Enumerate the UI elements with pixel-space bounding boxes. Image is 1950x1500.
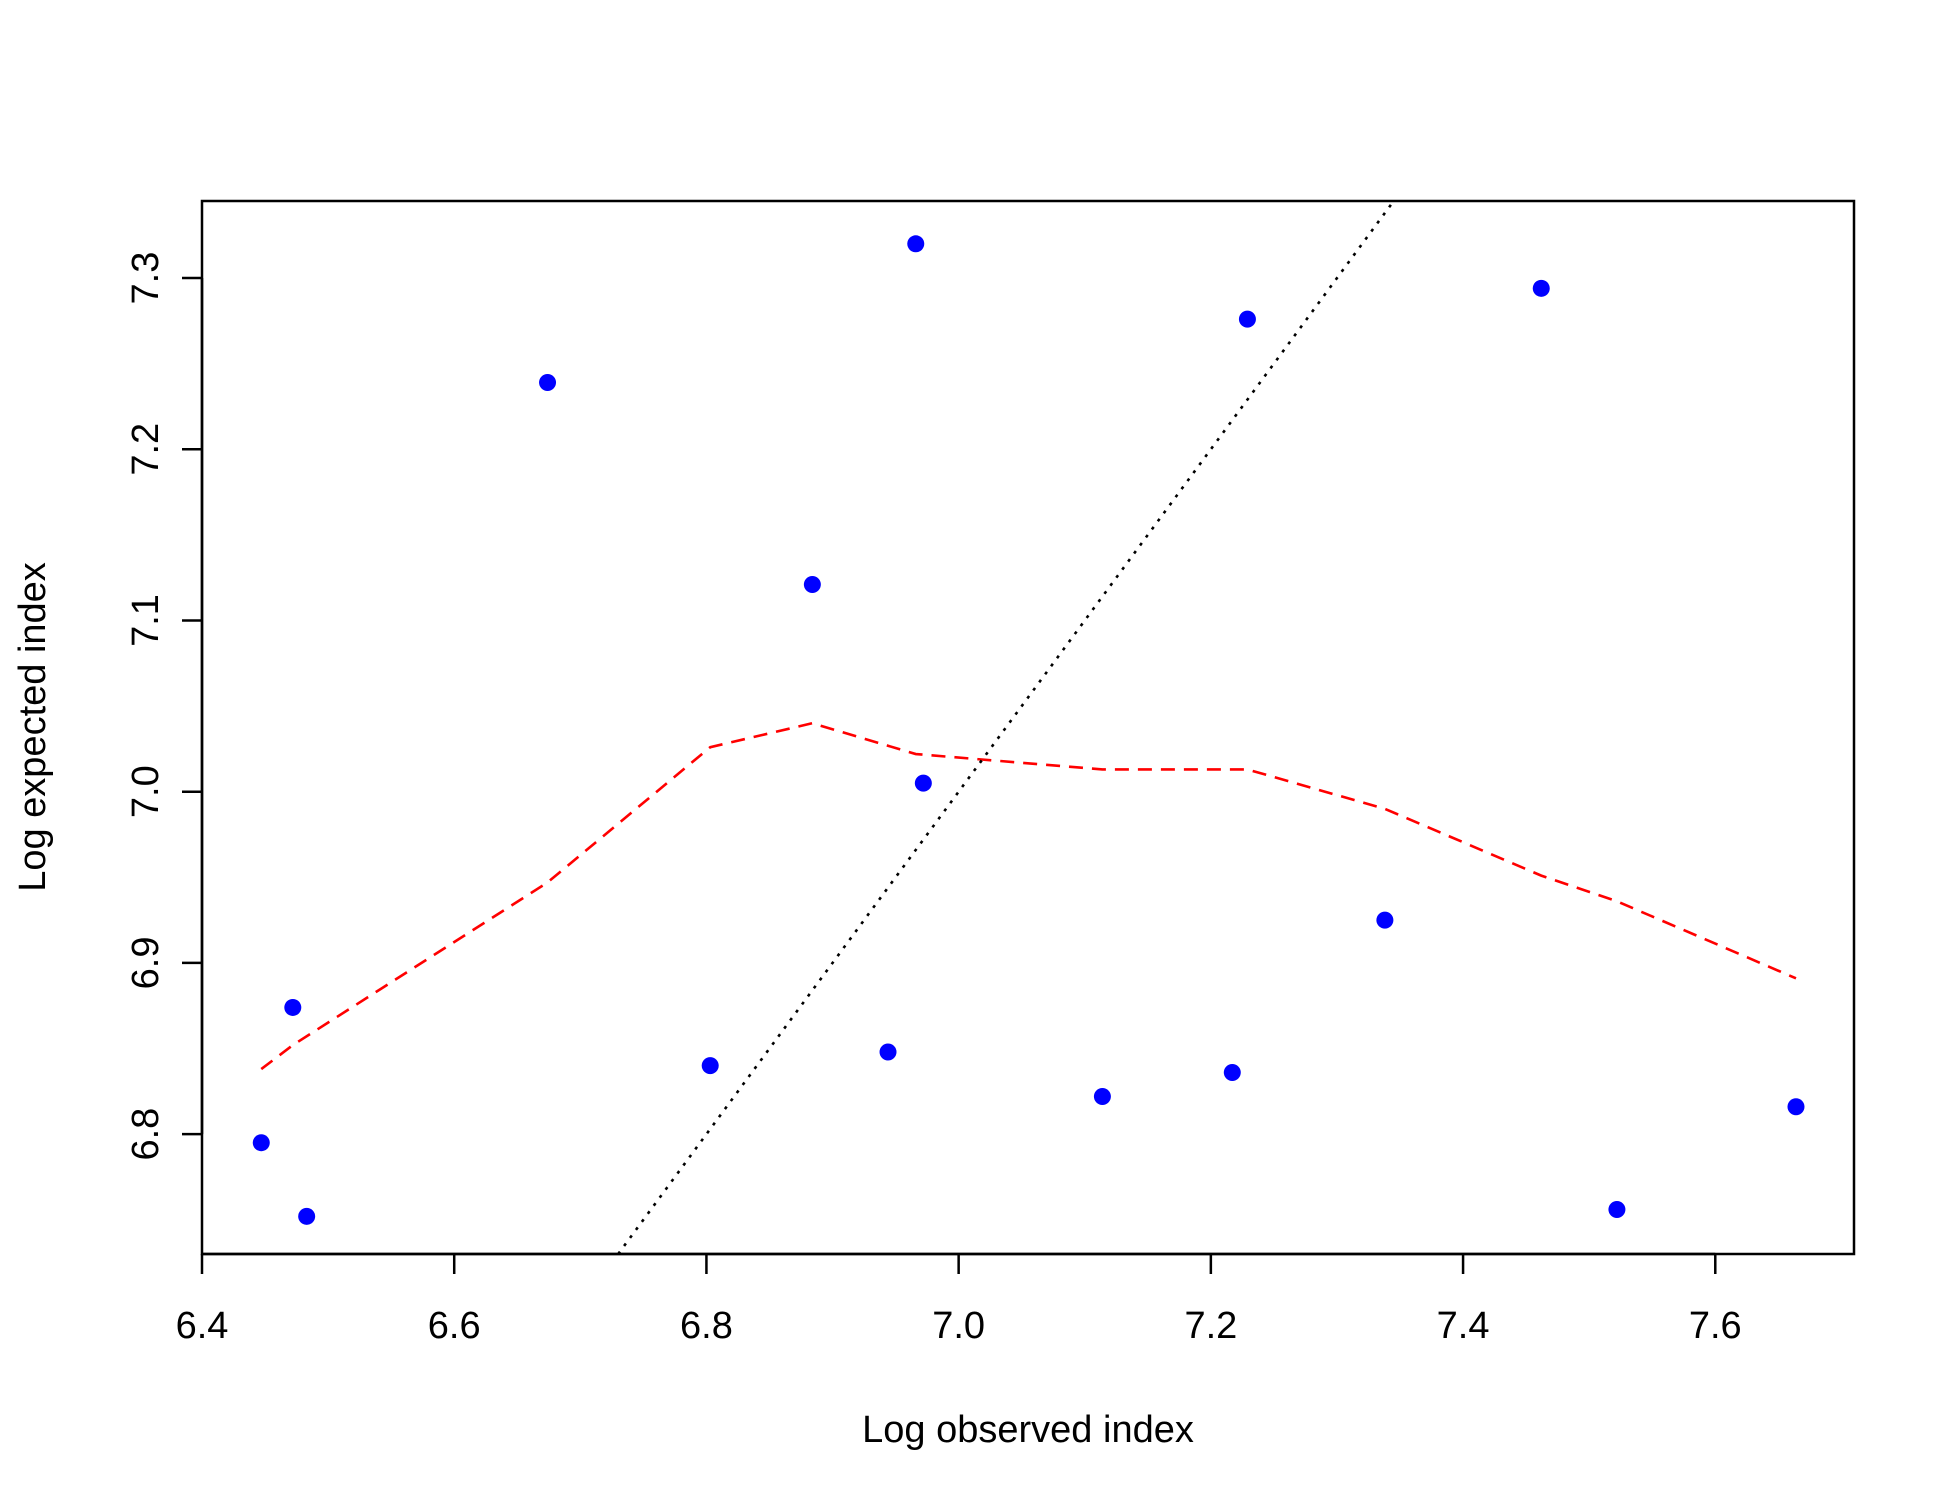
y-tick-label: 7.1 — [125, 594, 167, 647]
y-tick-label: 7.3 — [125, 252, 167, 305]
y-tick-label: 6.8 — [125, 1108, 167, 1161]
data-point — [914, 774, 932, 792]
x-tick-label: 7.2 — [1184, 1305, 1237, 1347]
data-point — [1376, 911, 1394, 929]
x-tick-label: 6.6 — [428, 1305, 481, 1347]
y-tick-label: 7.2 — [125, 423, 167, 476]
y-axis-title: Log expected index — [12, 562, 54, 892]
data-point — [803, 576, 821, 594]
data-point — [1787, 1098, 1805, 1116]
data-point — [1223, 1064, 1241, 1082]
x-tick-label: 7.0 — [932, 1305, 985, 1347]
data-point — [1532, 279, 1550, 297]
data-point — [284, 998, 302, 1016]
x-tick-label: 7.6 — [1689, 1305, 1742, 1347]
data-point — [701, 1057, 719, 1075]
plot-marks — [252, 201, 1805, 1254]
x-axis-title: Log observed index — [862, 1409, 1194, 1451]
data-point — [1608, 1200, 1626, 1218]
x-tick-label: 6.4 — [176, 1305, 229, 1347]
data-point — [252, 1134, 270, 1152]
data-point — [1093, 1087, 1111, 1105]
y-tick-label: 7.0 — [125, 765, 167, 818]
data-point — [907, 235, 925, 253]
x-tick-label: 6.8 — [680, 1305, 733, 1347]
data-point — [879, 1043, 897, 1061]
plot-frame — [200, 199, 1856, 1256]
y-axis: 6.8 6.9 7.0 7.1 7.2 7.3 — [125, 252, 204, 1161]
y-tick-label: 6.9 — [125, 937, 167, 990]
data-point — [1238, 310, 1256, 328]
data-point — [539, 373, 557, 391]
x-tick-label: 7.4 — [1437, 1305, 1490, 1347]
data-point — [298, 1207, 316, 1225]
smoothed-trend-line — [260, 721, 1797, 1071]
